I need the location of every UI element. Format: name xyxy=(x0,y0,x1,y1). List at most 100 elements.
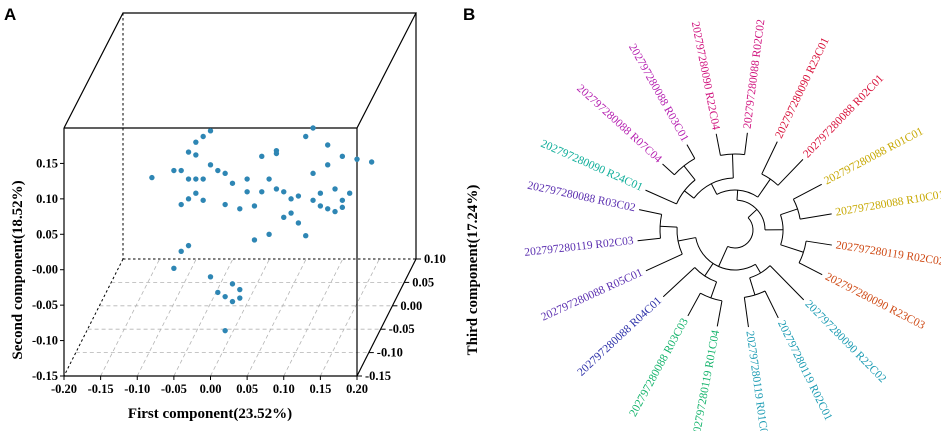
branch xyxy=(777,159,804,186)
scatter-point xyxy=(273,147,280,154)
dendrogram-leaf-label: 202797280090 R22C02 xyxy=(803,298,889,385)
scatter-point xyxy=(281,189,287,195)
x-axis-ticks: -0.20 -0.15 -0.10 -0.05 0.00 0.05 0.10 0.15 0.20 xyxy=(51,376,368,396)
scatter-point xyxy=(178,201,184,208)
right-floor-edge xyxy=(356,258,417,377)
scatter-point xyxy=(325,142,331,148)
branch xyxy=(662,267,696,298)
branch-arc xyxy=(720,153,745,156)
grid-line-x xyxy=(100,258,160,377)
scatter-point xyxy=(215,167,221,174)
x-axis-title: First component(23.52%) xyxy=(128,406,292,422)
y-tick-label: 0.05 xyxy=(36,227,58,241)
branch xyxy=(710,183,718,195)
x-tick-label: -0.20 xyxy=(51,382,77,396)
branch xyxy=(645,253,683,272)
scatter-point xyxy=(368,159,375,165)
scatter-point xyxy=(207,162,214,168)
scatter-point xyxy=(229,298,236,305)
grid-line-x xyxy=(210,258,270,377)
panel-b-label: B xyxy=(463,5,475,24)
branch xyxy=(716,300,723,327)
scatter-point xyxy=(244,189,250,195)
branch xyxy=(710,281,718,299)
dendrogram-leaf-label: 202797280088 R04C01 xyxy=(575,295,664,379)
dendrogram-leaf-label: 202797280088 R07C04 xyxy=(574,82,664,165)
top-face xyxy=(63,12,417,129)
scatter-point xyxy=(229,281,236,287)
branch-arc xyxy=(694,267,717,283)
scatter-point xyxy=(259,189,265,195)
y-axis-title: Second component(18.52%) xyxy=(10,180,26,359)
scatter-point xyxy=(229,180,236,186)
branch xyxy=(743,297,749,328)
scatter-point xyxy=(310,197,316,203)
scatter-point xyxy=(193,152,199,158)
dendrogram-leaf-label: 202797280088 R03C01 xyxy=(626,42,691,144)
branch xyxy=(736,190,739,201)
dendrogram-leaf-label: 202797280119 R02C03 xyxy=(524,235,635,259)
scatter-point xyxy=(339,204,346,211)
branch xyxy=(731,154,734,179)
grid-line-x xyxy=(136,258,197,377)
z-tick-label: 0.05 xyxy=(412,275,434,289)
scatter-point xyxy=(288,196,294,202)
branch-arc xyxy=(736,199,766,230)
scatter-point xyxy=(266,176,272,182)
scatter-point xyxy=(237,295,243,301)
scatter-point xyxy=(339,197,346,203)
scatter-point xyxy=(171,265,177,271)
branch xyxy=(780,208,798,216)
dendrogram-leaf-label: 202797280090 R23C01 xyxy=(773,36,832,141)
x-tick-label: -0.05 xyxy=(161,382,187,396)
scatter-point xyxy=(251,203,258,209)
scatter-point xyxy=(259,153,265,160)
scatter-point xyxy=(273,186,280,192)
branch xyxy=(780,244,804,253)
grid-line-x xyxy=(283,258,344,377)
branch xyxy=(645,189,677,205)
branch xyxy=(764,290,779,319)
z-tick-label: -0.05 xyxy=(389,322,415,336)
branch xyxy=(684,190,695,199)
scatter-point xyxy=(244,176,250,182)
scatter-point xyxy=(178,248,184,254)
y-tick-label: -0.10 xyxy=(32,334,58,348)
z-tick-label: -0.15 xyxy=(365,369,391,383)
scatter-point xyxy=(354,156,360,162)
branch xyxy=(686,144,696,159)
branch-arc xyxy=(749,265,771,279)
dendrogram-leaf-label: 202797280088 R03C03 xyxy=(627,316,691,419)
scatter-point xyxy=(288,210,294,216)
scatter-point xyxy=(295,220,302,226)
branch xyxy=(761,141,778,175)
scatter-point xyxy=(266,231,272,237)
scatter-point xyxy=(310,170,316,177)
branch xyxy=(749,277,756,296)
y-tick-label: -0.15 xyxy=(32,369,58,383)
scatter-point xyxy=(325,162,331,168)
scatter-points xyxy=(149,125,375,334)
scatter-point xyxy=(193,176,199,182)
branch xyxy=(800,213,832,220)
dendrogram-leaf-label: 202797280090 R22C04 xyxy=(689,20,722,131)
scatter-point xyxy=(325,206,331,212)
z-axis-title: Third component(17.24%) xyxy=(465,185,481,356)
branch-arc xyxy=(693,177,734,199)
z-tick-label: 0.00 xyxy=(400,299,422,313)
x-tick-label: 0.05 xyxy=(236,382,258,396)
branch xyxy=(718,246,729,267)
scatter-point xyxy=(332,208,338,215)
x-tick-label: 0.10 xyxy=(273,382,295,396)
branch xyxy=(660,225,678,228)
branch-arc xyxy=(798,240,807,264)
scatter-point xyxy=(222,201,228,208)
scatter-point xyxy=(317,203,324,209)
scatter-point xyxy=(178,167,184,174)
scatter-point xyxy=(185,242,192,249)
x-tick-label: 0.20 xyxy=(346,382,368,396)
scatter-point xyxy=(200,176,206,182)
x-tick-label: 0.00 xyxy=(200,382,222,396)
branch-arc xyxy=(780,214,784,245)
scatter-point xyxy=(193,139,199,145)
